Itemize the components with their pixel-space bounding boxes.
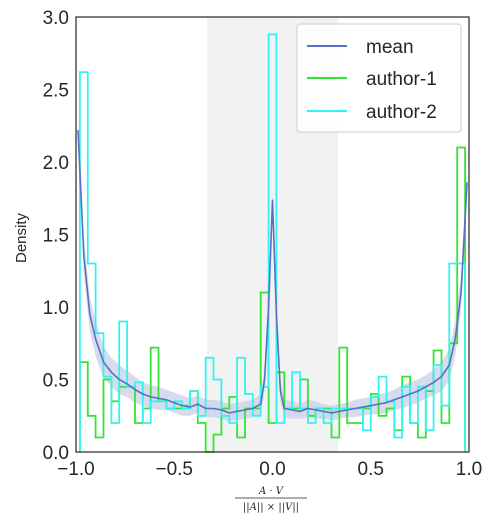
legend-label-author-2: author-2	[366, 102, 437, 123]
author-2-steps	[79, 33, 466, 452]
y-tick-label: 0.5	[43, 371, 69, 392]
y-tick-label: 3.0	[43, 8, 69, 29]
y-tick-label: 0.0	[43, 443, 69, 464]
legend-label-author-1: author-1	[366, 69, 437, 90]
x-axis-label-numerator: A · V	[258, 486, 285, 497]
x-axis-label-denominator: ||A|| × ||V||	[243, 502, 299, 513]
y-tick-label: 1.5	[43, 226, 69, 247]
y-tick-label: 2.5	[43, 81, 69, 102]
y-axis-label: Density	[13, 212, 30, 263]
x-axis-ticks: −1.0 −0.5 0.0 0.5 1.0	[57, 459, 482, 480]
legend-box	[296, 23, 462, 133]
x-tick-label: 1.0	[456, 459, 482, 480]
x-axis-label: A · V ||A|| × ||V||	[235, 486, 307, 513]
y-tick-label: 1.0	[43, 298, 69, 319]
x-tick-label: 0.5	[358, 459, 384, 480]
mean-curve	[77, 130, 468, 414]
x-tick-label: −1.0	[57, 459, 95, 480]
legend: mean author-1 author-2	[296, 23, 462, 133]
plot-frame	[75, 16, 470, 453]
y-tick-label: 2.0	[43, 153, 69, 174]
y-axis-ticks: 0.0 0.5 1.0 1.5 2.0 2.5 3.0	[43, 8, 69, 464]
plot-border	[75, 16, 470, 453]
author-2-histogram	[79, 33, 466, 452]
x-tick-label: 0.0	[259, 459, 285, 480]
mean-line	[77, 130, 468, 414]
x-tick-label: −0.5	[155, 459, 193, 480]
legend-label-mean: mean	[366, 37, 414, 58]
